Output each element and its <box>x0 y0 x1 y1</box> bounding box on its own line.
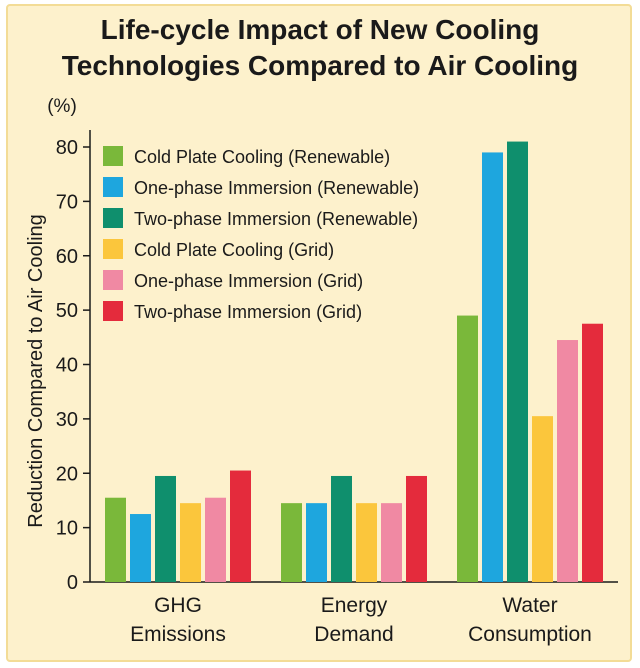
bar <box>457 315 478 582</box>
chart-axes: 0 10 20 30 40 50 60 70 80 (%) Reduction Compared t… <box>25 96 618 646</box>
chart-title-line-1: Life-cycle Impact of New Cooling <box>100 14 540 45</box>
legend-swatch <box>103 146 123 166</box>
chart-title-line-2: Technologies Compared to Air Cooling <box>61 50 579 81</box>
legend-swatch <box>103 208 123 228</box>
x-tick-label: GHG <box>154 594 202 617</box>
bar <box>130 514 151 582</box>
legend-label: One-phase Immersion (Renewable) <box>134 178 419 198</box>
x-tick-label: Consumption <box>468 623 592 646</box>
legend-swatch <box>103 270 123 290</box>
legend-label: Two-phase Immersion (Grid) <box>134 302 362 322</box>
x-tick-label: Energy <box>321 594 388 617</box>
x-tick-label: Emissions <box>130 623 226 646</box>
y-tick-label: 80 <box>56 137 78 159</box>
bar <box>205 497 226 582</box>
chart-bars <box>105 141 603 582</box>
y-axis-unit: (%) <box>47 96 77 117</box>
bar <box>381 503 402 582</box>
bar <box>507 141 528 582</box>
legend-swatch <box>103 239 123 259</box>
y-tick-label: 70 <box>56 191 78 213</box>
legend-label: Cold Plate Cooling (Renewable) <box>134 147 390 167</box>
bar <box>582 323 603 582</box>
bar <box>105 497 126 582</box>
bar <box>356 503 377 582</box>
bar <box>557 340 578 582</box>
y-tick-label: 50 <box>56 300 78 322</box>
legend-swatch <box>103 177 123 197</box>
y-tick-label: 30 <box>56 409 78 431</box>
bar <box>281 503 302 582</box>
y-tick-label: 0 <box>67 572 78 594</box>
bar <box>306 503 327 582</box>
legend-swatch <box>103 301 123 321</box>
y-tick-label: 20 <box>56 463 78 485</box>
y-axis-title: Reduction Compared to Air Cooling <box>25 214 47 528</box>
x-tick-label: Water <box>502 594 557 617</box>
y-tick-label: 10 <box>56 518 78 540</box>
bar <box>331 475 352 582</box>
legend-label: One-phase Immersion (Grid) <box>134 271 363 291</box>
chart-title: Life-cycle Impact of New Cooling Technol… <box>0 12 640 84</box>
legend-label: Cold Plate Cooling (Grid) <box>134 240 334 260</box>
y-tick-label: 40 <box>56 355 78 377</box>
bar <box>406 475 427 582</box>
legend-label: Two-phase Immersion (Renewable) <box>134 209 418 229</box>
y-tick-label: 60 <box>56 246 78 268</box>
bar <box>532 416 553 582</box>
bar <box>230 470 251 582</box>
bar <box>180 503 201 582</box>
bar <box>155 475 176 582</box>
chart-legend: Cold Plate Cooling (Renewable) One-phase … <box>103 146 419 322</box>
bar <box>482 152 503 582</box>
x-tick-label: Demand <box>314 623 393 646</box>
